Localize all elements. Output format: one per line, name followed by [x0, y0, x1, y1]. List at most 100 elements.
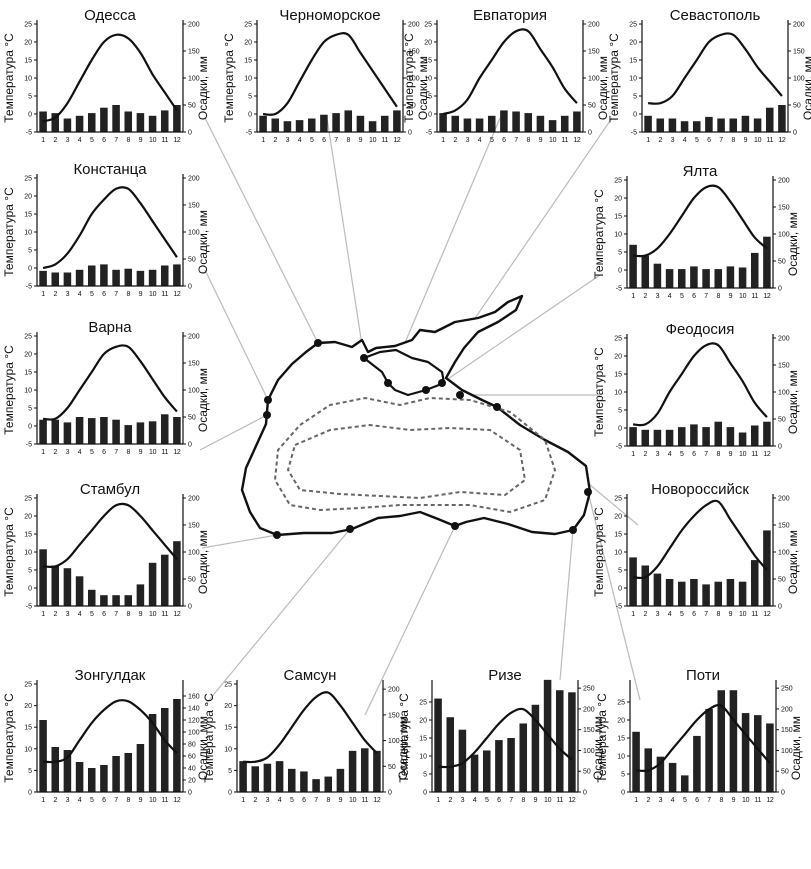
precipitation-bar — [148, 269, 157, 286]
leader-lines — [199, 117, 641, 716]
precipitation-bar — [434, 698, 442, 792]
precipitation-bar — [750, 252, 759, 288]
month-tick-label: 9 — [139, 611, 143, 618]
precipitation-tick-label: 100 — [793, 76, 805, 83]
precipitation-tick-label: 40 — [188, 766, 196, 773]
month-tick-label: 3 — [461, 797, 465, 804]
precipitation-bar — [295, 120, 304, 132]
precipitation-axis-label: Осадки, мм — [801, 56, 811, 120]
month-tick-label: 6 — [692, 451, 696, 458]
temperature-tick-label: 5 — [28, 568, 32, 575]
temperature-tick-label: 20 — [424, 40, 432, 47]
month-tick-label: 6 — [302, 797, 306, 804]
precipitation-bar — [39, 419, 47, 444]
month-tick-label: 12 — [763, 611, 771, 618]
precipitation-bar — [763, 530, 771, 606]
precipitation-tick-label: 100 — [781, 748, 793, 755]
precipitation-tick-label: 50 — [188, 257, 196, 264]
precipitation-bar — [39, 111, 47, 132]
month-tick-label: 3 — [286, 137, 290, 144]
temperature-tick-label: 20 — [629, 40, 637, 47]
month-tick-label: 1 — [646, 137, 650, 144]
month-tick-label: 7 — [704, 611, 708, 618]
month-tick-label: 5 — [680, 451, 684, 458]
month-tick-label: 3 — [66, 137, 70, 144]
leader-line — [199, 414, 268, 451]
precipitation-bar — [753, 118, 762, 132]
month-tick-label: 8 — [126, 291, 130, 298]
precipitation-tick-label: 150 — [188, 361, 200, 368]
precipitation-tick-label: 100 — [583, 748, 595, 755]
precipitation-bar — [665, 579, 674, 606]
month-tick-label: 6 — [707, 137, 711, 144]
month-tick-label: 11 — [751, 611, 758, 618]
precipitation-bar — [738, 432, 747, 446]
temperature-tick-label: 5 — [28, 768, 32, 775]
temperature-tick-label: 20 — [419, 718, 427, 725]
precipitation-tick-label: 200 — [188, 176, 200, 183]
temperature-tick-label: 10 — [614, 232, 622, 239]
precipitation-bar — [726, 266, 735, 288]
month-tick-label: 5 — [90, 797, 94, 804]
precipitation-tick-label: 200 — [408, 22, 420, 29]
month-tick-label: 3 — [656, 451, 660, 458]
month-tick-label: 9 — [744, 137, 748, 144]
precipitation-axis-label: Осадки, мм — [596, 56, 610, 120]
temperature-tick-label: 10 — [424, 76, 432, 83]
precipitation-bar — [239, 761, 247, 792]
month-tick-label: 12 — [568, 797, 576, 804]
depth-contours — [273, 396, 557, 514]
temperature-tick-label: 10 — [617, 754, 625, 761]
month-tick-label: 6 — [102, 611, 106, 618]
month-tick-label: 10 — [149, 137, 157, 144]
temperature-tick-label: 5 — [28, 248, 32, 255]
month-tick-label: 10 — [739, 611, 747, 618]
precipitation-bar — [124, 753, 133, 792]
station-marker — [422, 386, 430, 394]
month-tick-label: 2 — [253, 797, 257, 804]
precipitation-tick-label: 50 — [188, 103, 196, 110]
temperature-tick-label: 25 — [419, 700, 427, 707]
month-tick-label: 11 — [161, 797, 168, 804]
temperature-tick-label: 20 — [24, 514, 32, 521]
month-tick-label: 3 — [466, 137, 470, 144]
month-tick-label: 5 — [485, 797, 489, 804]
month-tick-label: 3 — [266, 797, 270, 804]
precipitation-bar — [568, 692, 576, 792]
month-tick-label: 1 — [41, 291, 45, 298]
month-tick-label: 4 — [78, 137, 82, 144]
precipitation-bar — [656, 118, 665, 132]
month-tick-label: 10 — [549, 137, 557, 144]
precipitation-bar — [653, 429, 662, 446]
month-tick-label: 2 — [53, 137, 57, 144]
month-tick-label: 1 — [631, 293, 635, 300]
month-tick-label: 10 — [349, 797, 357, 804]
precipitation-bar — [51, 113, 60, 132]
station-marker — [264, 396, 272, 404]
month-tick-label: 1 — [41, 611, 45, 618]
precipitation-bar — [63, 272, 72, 286]
month-tick-label: 8 — [126, 797, 130, 804]
precipitation-bar — [641, 429, 650, 446]
precipitation-bar — [717, 690, 726, 792]
depth-contour-inner — [286, 423, 527, 500]
chart-title: Констанца — [73, 161, 147, 178]
temperature-tick-label: 0 — [633, 112, 637, 119]
temperature-tick-label: 20 — [24, 352, 32, 359]
precipitation-axis-label: Осадки, мм — [196, 368, 210, 432]
precipitation-bar — [100, 107, 108, 132]
temperature-tick-label: 20 — [614, 354, 622, 361]
precipitation-bar — [271, 118, 280, 132]
temperature-tick-label: 5 — [618, 250, 622, 257]
precipitation-bar — [714, 269, 723, 288]
precipitation-bar — [560, 115, 569, 132]
station-marker — [263, 411, 271, 419]
month-tick-label: 6 — [102, 797, 106, 804]
month-tick-label: 11 — [381, 137, 388, 144]
chart-title: Одесса — [84, 7, 136, 24]
precipitation-bar — [629, 244, 637, 288]
